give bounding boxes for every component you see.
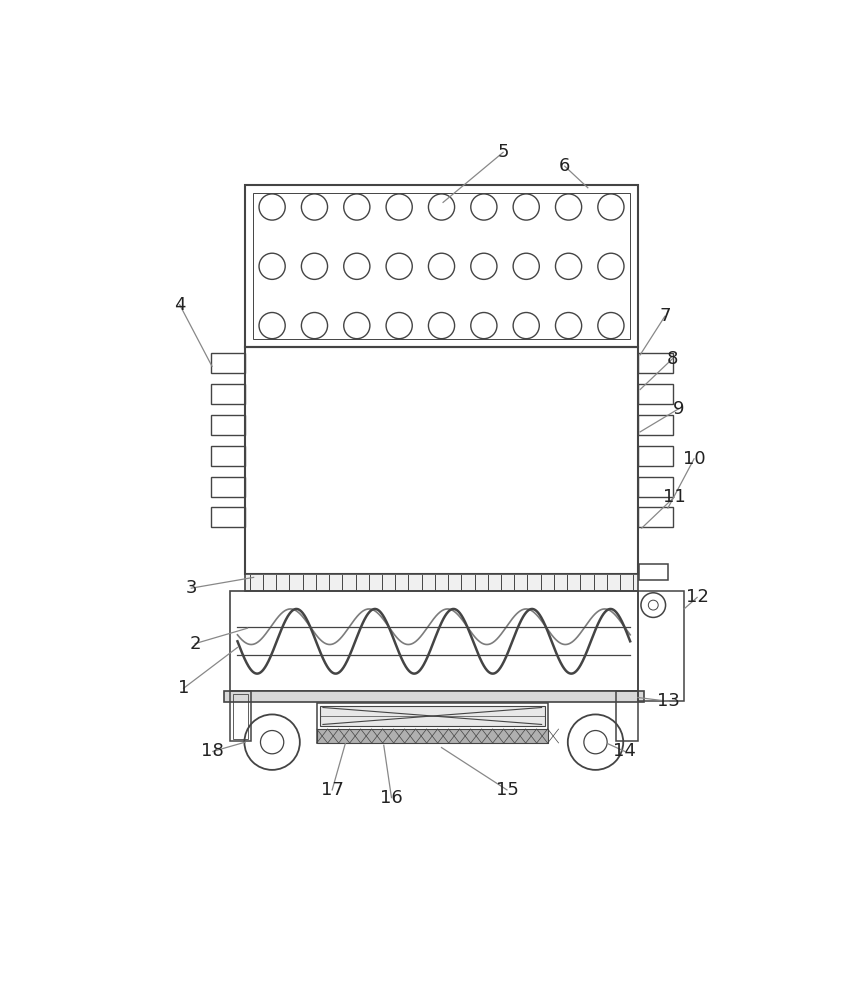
Text: 12: 12: [686, 588, 708, 606]
Text: 2: 2: [190, 635, 201, 653]
Bar: [638, 564, 668, 580]
Bar: [223, 691, 644, 702]
Bar: [638, 507, 673, 527]
Bar: [617, 691, 638, 741]
Bar: [638, 384, 673, 404]
Bar: [638, 477, 673, 497]
Bar: [638, 415, 673, 435]
Bar: [245, 185, 638, 347]
Text: 13: 13: [657, 692, 680, 710]
Bar: [210, 384, 245, 404]
Text: 5: 5: [497, 143, 509, 161]
Bar: [638, 591, 684, 701]
Text: 11: 11: [662, 488, 685, 506]
Bar: [233, 694, 249, 739]
Text: 10: 10: [682, 450, 706, 468]
Text: 14: 14: [613, 742, 637, 760]
Bar: [229, 591, 638, 691]
Bar: [317, 729, 548, 743]
Bar: [320, 706, 545, 726]
Bar: [638, 446, 673, 466]
Text: 16: 16: [380, 789, 403, 807]
Text: 1: 1: [178, 679, 190, 697]
Bar: [229, 691, 251, 741]
Text: 3: 3: [185, 579, 197, 597]
Bar: [253, 193, 630, 339]
Bar: [210, 415, 245, 435]
Bar: [638, 353, 673, 373]
Text: 8: 8: [667, 350, 678, 368]
Text: 18: 18: [202, 742, 224, 760]
Bar: [210, 353, 245, 373]
Bar: [210, 507, 245, 527]
Text: 4: 4: [174, 296, 185, 314]
Bar: [245, 574, 638, 591]
Bar: [317, 703, 548, 743]
Text: 6: 6: [559, 157, 571, 175]
Bar: [210, 446, 245, 466]
Bar: [245, 347, 638, 574]
Text: 7: 7: [659, 307, 670, 325]
Bar: [210, 477, 245, 497]
Text: 17: 17: [320, 781, 344, 799]
Text: 9: 9: [673, 400, 684, 418]
Text: 15: 15: [495, 781, 519, 799]
